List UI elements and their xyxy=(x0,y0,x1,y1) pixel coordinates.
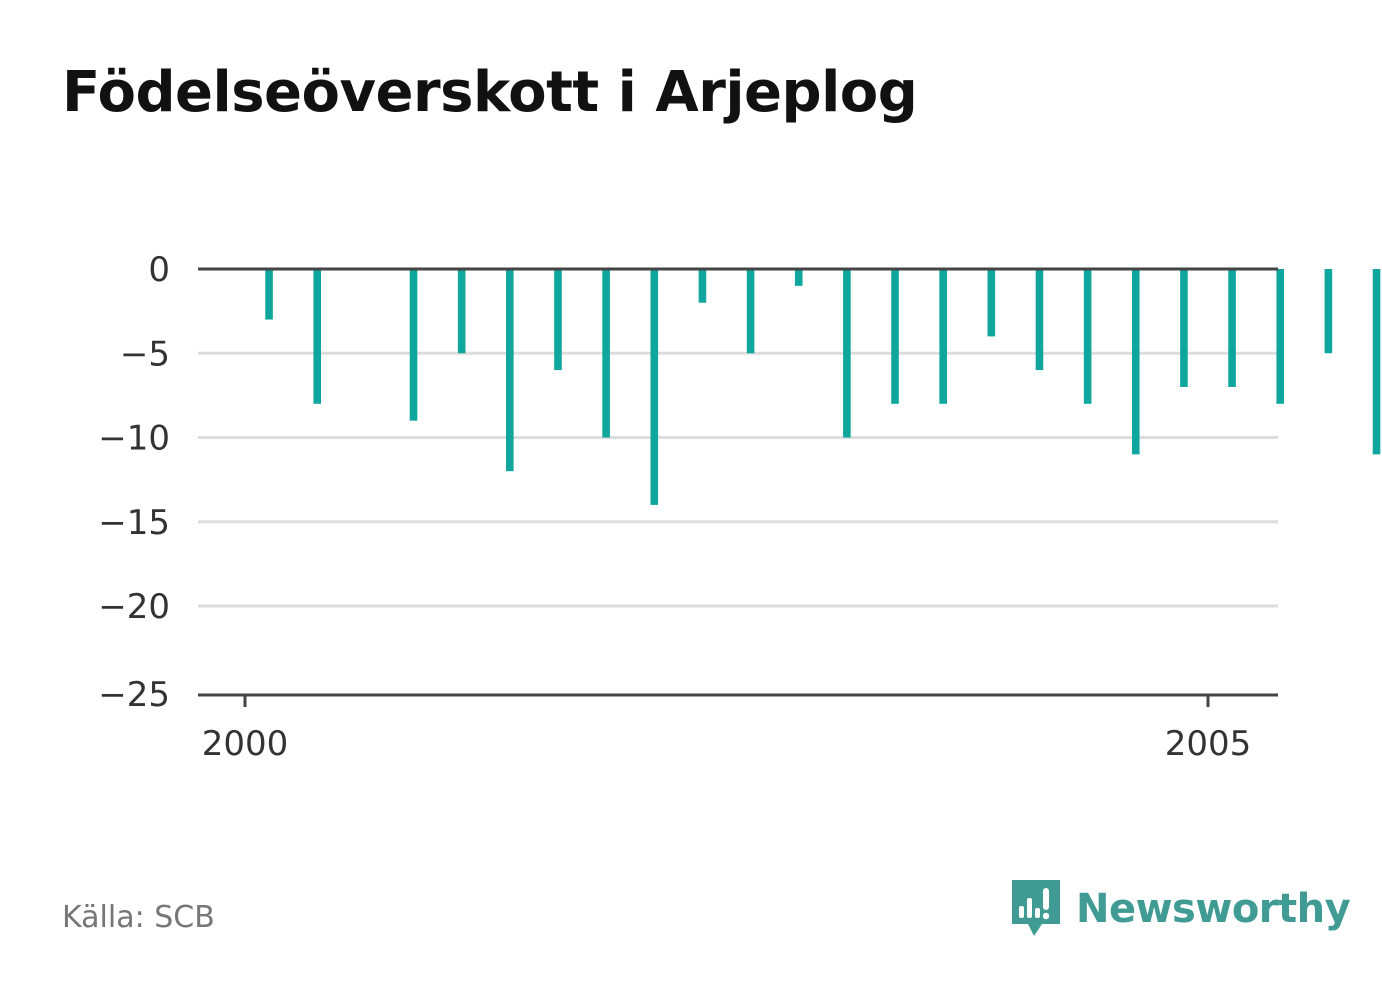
bar xyxy=(746,269,755,354)
y-tick-label: 0 xyxy=(148,250,170,290)
bar xyxy=(891,269,899,404)
newsworthy-logo-icon xyxy=(1012,880,1060,936)
bar xyxy=(1324,269,1333,354)
chart-title: Födelseöverskott i Arjeplog xyxy=(62,60,918,125)
bar xyxy=(650,269,659,505)
bar xyxy=(987,269,996,337)
brand-name: Newsworthy xyxy=(1076,886,1351,932)
bar xyxy=(1083,269,1092,404)
newsworthy-brand[interactable]: Newsworthy xyxy=(1010,878,1351,940)
gridlines xyxy=(198,351,1278,608)
bar xyxy=(939,269,947,404)
source-note: Källa: SCB xyxy=(62,900,215,935)
x-tick-label: 2005 xyxy=(1165,724,1252,764)
bar xyxy=(1276,269,1285,404)
bar xyxy=(698,269,707,303)
y-tick-label: −15 xyxy=(98,503,170,543)
bar xyxy=(506,269,514,472)
bar xyxy=(794,269,803,286)
tick-labels: 2000200520102015202020250−5−10−15−20−25 xyxy=(98,250,1252,764)
y-tick-label: −25 xyxy=(98,675,170,715)
y-tick-label: −20 xyxy=(98,587,170,627)
bar xyxy=(1180,269,1188,387)
bar xyxy=(265,269,273,320)
bar xyxy=(1131,269,1140,455)
bar xyxy=(1035,269,1044,371)
bar xyxy=(409,269,418,421)
y-tick-label: −10 xyxy=(98,419,170,459)
bar xyxy=(1372,269,1381,455)
y-tick-label: −5 xyxy=(120,334,170,374)
bar xyxy=(602,269,610,438)
bar xyxy=(843,269,851,438)
bar xyxy=(554,269,562,371)
bar xyxy=(457,269,466,354)
bar xyxy=(313,269,322,404)
bars xyxy=(265,269,1381,505)
axes xyxy=(198,267,1278,707)
x-tick-label: 2000 xyxy=(202,724,289,764)
bar xyxy=(1228,269,1236,387)
